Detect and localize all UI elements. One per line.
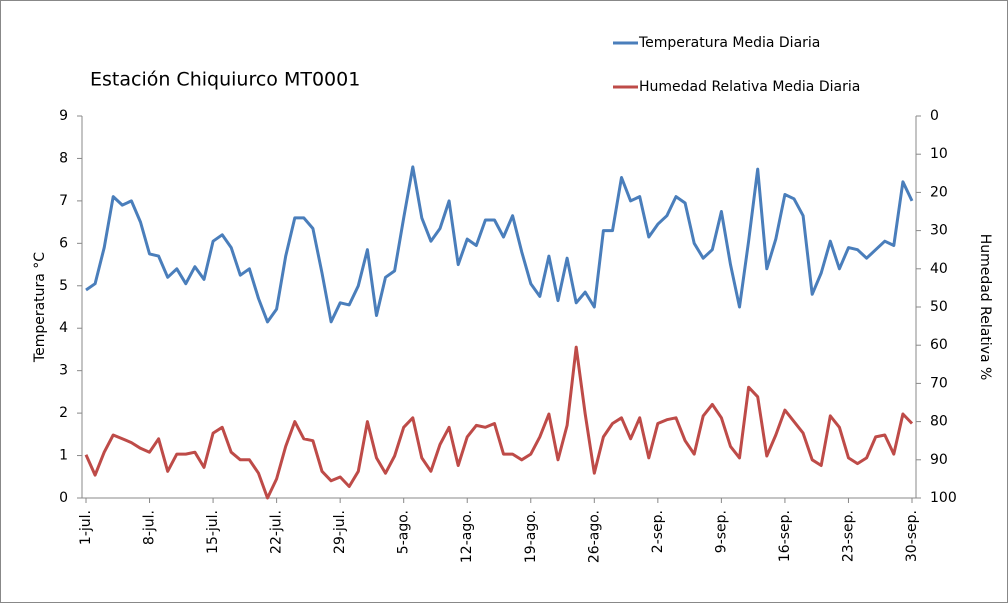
chart-title: Estación Chiquiurco MT0001	[90, 69, 360, 91]
x-tick-label: 9-sep.	[713, 510, 729, 553]
x-tick-label: 23-sep.	[840, 510, 856, 562]
y2-tick-label: 40	[930, 261, 948, 277]
y-tick-label: 0	[59, 490, 68, 506]
x-tick-label: 22-jul.	[269, 510, 285, 554]
y2-tick-label: 70	[930, 375, 948, 391]
y-tick-label: 7	[59, 193, 68, 209]
y2-tick-label: 20	[930, 184, 948, 200]
x-tick-label: 2-sep.	[650, 510, 666, 553]
y2-tick-label: 60	[930, 337, 948, 353]
x-tick-label: 19-ago.	[523, 510, 539, 563]
x-tick-label: 8-jul.	[142, 510, 158, 545]
legend-label: Temperatura Media Diaria	[638, 35, 820, 51]
x-tick-label: 5-ago.	[396, 510, 412, 554]
y-tick-label: 1	[59, 448, 68, 464]
y2-tick-label: 30	[930, 223, 948, 239]
y-tick-label: 9	[59, 108, 68, 124]
x-tick-label: 15-jul.	[205, 510, 221, 554]
x-tick-label: 12-ago.	[459, 510, 475, 563]
x-tick-label: 30-sep.	[904, 510, 920, 562]
y2-tick-label: 100	[930, 490, 957, 506]
y2-tick-label: 90	[930, 452, 948, 468]
y-axis-title: Temperatura °C	[32, 252, 48, 363]
y2-tick-label: 0	[930, 108, 939, 124]
series-line	[85, 165, 914, 324]
x-tick-label: 26-ago.	[586, 510, 602, 563]
y-tick-label: 3	[59, 363, 68, 379]
series-line	[84, 345, 914, 500]
y2-tick-label: 80	[930, 414, 948, 430]
legend-label: Humedad Relativa Media Diaria	[639, 79, 860, 95]
y2-tick-label: 50	[930, 299, 948, 315]
x-tick-label: 29-jul.	[332, 510, 348, 554]
y-tick-label: 8	[59, 150, 68, 166]
y-tick-label: 6	[59, 235, 68, 251]
x-tick-label: 16-sep.	[777, 510, 793, 562]
y-tick-label: 2	[59, 405, 68, 421]
y2-tick-label: 10	[930, 146, 948, 162]
x-tick-label: 1-jul.	[78, 510, 94, 545]
y-tick-label: 5	[59, 278, 68, 294]
y-tick-label: 4	[59, 320, 68, 336]
y2-axis-title: Humedad Relativa %	[977, 234, 993, 381]
